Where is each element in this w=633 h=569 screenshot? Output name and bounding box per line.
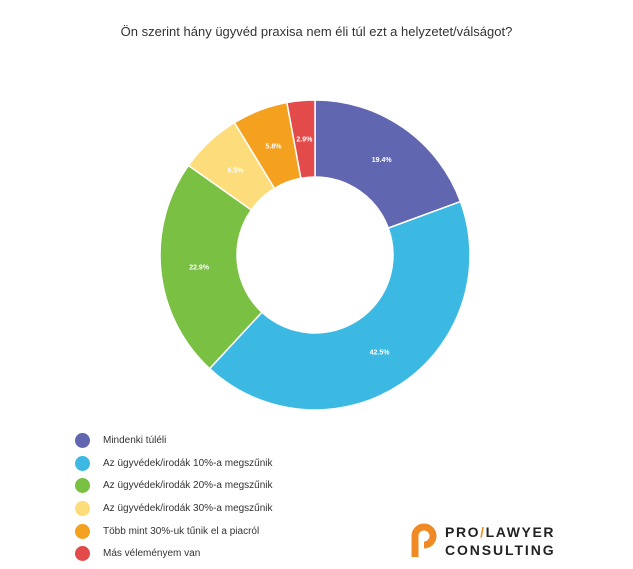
legend-item[interactable]: Az ügyvédek/irodák 20%-a megszűnik <box>75 474 273 497</box>
legend-label: Más véleményem van <box>103 548 201 560</box>
legend-item[interactable]: Más véleményem van <box>75 542 273 565</box>
company-logo: PRO/LAWYER CONSULTING <box>410 523 560 559</box>
donut-slice <box>159 164 264 370</box>
legend-label: Az ügyvédek/irodák 30%-a megszűnik <box>103 502 273 514</box>
logo-line-2: CONSULTING <box>445 542 556 558</box>
legend-item[interactable]: Mindenki túléli <box>75 429 273 452</box>
slice-label: 42.5% <box>370 349 391 356</box>
legend-item[interactable]: Az ügyvédek/irodák 10%-a megszűnik <box>75 452 273 475</box>
legend-swatch <box>75 432 90 448</box>
slice-label: 19.4% <box>372 157 393 164</box>
legend-label: Mindenki túléli <box>103 434 167 446</box>
donut-slice <box>286 99 316 180</box>
chart-legend: Mindenki túléli Az ügyvédek/irodák 10%-a … <box>75 429 273 565</box>
logo-line-1: PRO/LAWYER <box>445 524 556 540</box>
legend-label: Az ügyvédek/irodák 10%-a megszűnik <box>103 457 273 469</box>
legend-swatch <box>75 478 90 494</box>
chart-title: Ön szerint hány ügyvéd praxisa nem éli t… <box>120 24 513 39</box>
donut-slice <box>314 99 462 230</box>
legend-swatch <box>75 523 90 539</box>
donut-chart: 19.4% 42.5% 22.9% 6.5% 5.8% 2.9% <box>159 99 471 411</box>
slice-label: 22.9% <box>189 265 210 272</box>
legend-swatch <box>75 455 90 471</box>
legend-item[interactable]: Több mint 30%-uk tűnik el a piacról <box>75 520 273 543</box>
legend-label: Több mint 30%-uk tűnik el a piacról <box>103 525 260 537</box>
slice-label: 6.5% <box>228 167 245 174</box>
legend-label: Az ügyvédek/irodák 20%-a megszűnik <box>103 480 273 492</box>
slice-label: 2.9% <box>296 136 313 143</box>
slice-label: 5.8% <box>265 144 282 151</box>
donut-slice <box>208 200 471 411</box>
legend-swatch <box>75 500 90 516</box>
legend-swatch <box>75 546 90 562</box>
legend-item[interactable]: Az ügyvédek/irodák 30%-a megszűnik <box>75 497 273 520</box>
p-logo-icon <box>411 523 437 557</box>
